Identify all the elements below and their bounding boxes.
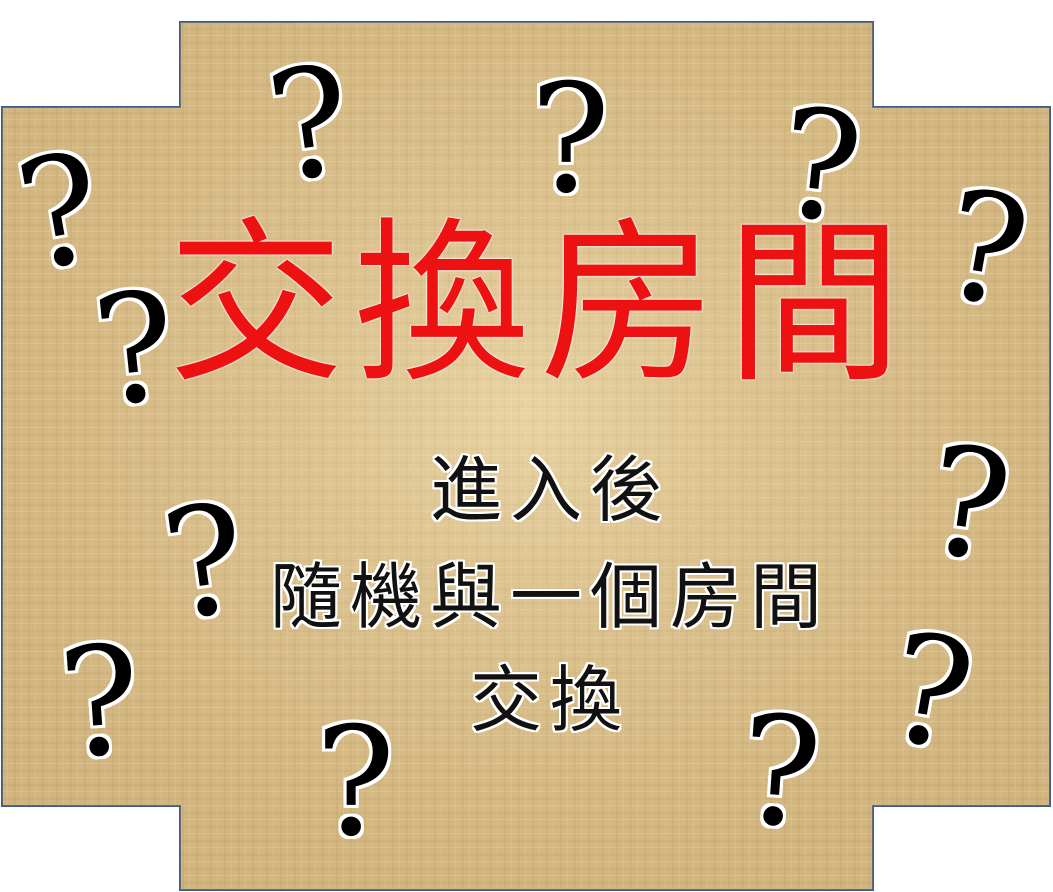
description-line: 進入後 [429, 448, 670, 532]
page-title: 交換房間 [167, 202, 912, 407]
description-line: 交換 [469, 658, 630, 742]
question-mark-icon: ? [315, 696, 396, 870]
question-mark-icon: ? [530, 53, 611, 227]
question-mark-icon: ? [54, 613, 147, 793]
description-line: 隨機與一個房間 [269, 555, 830, 639]
